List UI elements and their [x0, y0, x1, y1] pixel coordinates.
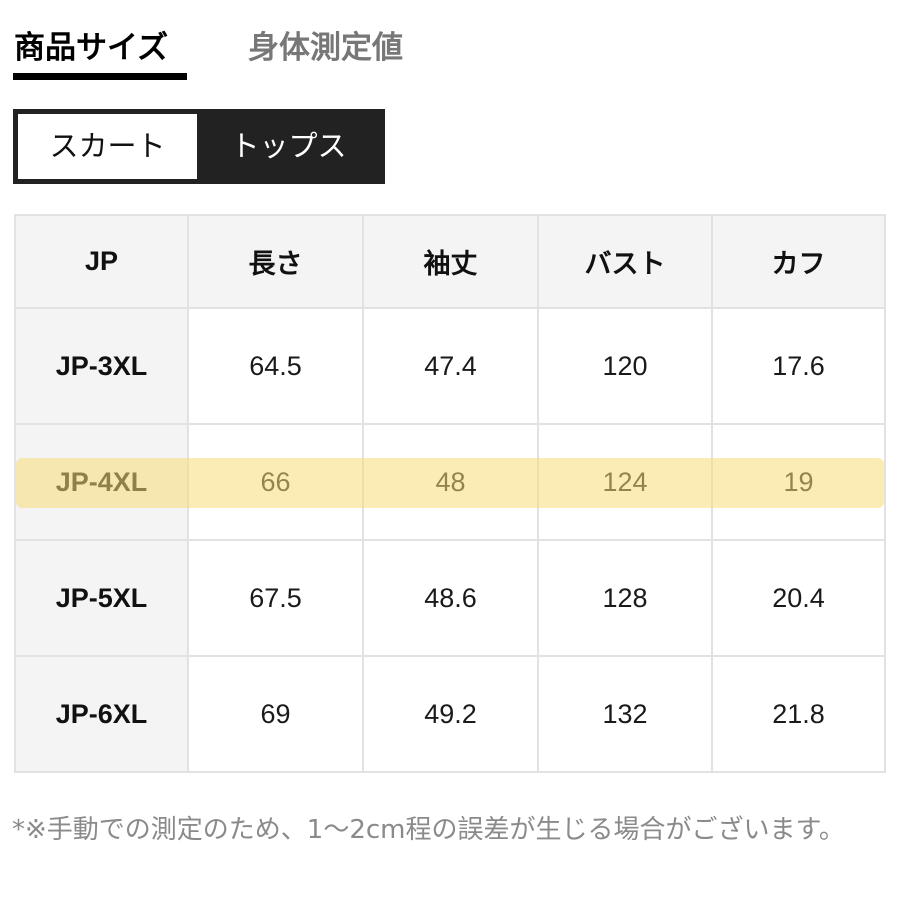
header-cuff: カフ — [711, 214, 886, 309]
category-segmented-control: スカート トップス — [13, 109, 385, 184]
size-label: JP-3XL — [14, 307, 189, 425]
active-tab-underline — [13, 73, 187, 80]
cell-sleeve: 48.6 — [362, 539, 539, 657]
cell-cuff: 20.4 — [711, 539, 886, 657]
cell-length: 69 — [187, 655, 364, 773]
table-row: JP-5XL 67.5 48.6 128 20.4 — [14, 539, 886, 657]
cell-length: 64.5 — [187, 307, 364, 425]
segment-skirt[interactable]: スカート — [18, 114, 197, 179]
header-length: 長さ — [187, 214, 364, 309]
cell-sleeve: 48 — [362, 423, 539, 541]
cell-sleeve: 49.2 — [362, 655, 539, 773]
cell-bust: 132 — [537, 655, 713, 773]
cell-bust: 128 — [537, 539, 713, 657]
cell-length: 67.5 — [187, 539, 364, 657]
size-label: JP-5XL — [14, 539, 189, 657]
header-bust: バスト — [537, 214, 713, 309]
table-header-row: JP 長さ 袖丈 バスト カフ — [14, 214, 886, 309]
cell-bust: 124 — [537, 423, 713, 541]
tab-body-measurements[interactable]: 身体測定値 — [248, 30, 403, 66]
cell-bust: 120 — [537, 307, 713, 425]
segment-tops[interactable]: トップス — [230, 129, 347, 163]
size-table: JP 長さ 袖丈 バスト カフ JP-3XL 64.5 47.4 120 17.… — [14, 214, 886, 773]
cell-cuff: 19 — [711, 423, 886, 541]
header-sleeve: 袖丈 — [362, 214, 539, 309]
table-row: JP-3XL 64.5 47.4 120 17.6 — [14, 307, 886, 425]
header-jp: JP — [14, 214, 189, 309]
table-row: JP-4XL 66 48 124 19 — [14, 423, 886, 541]
cell-cuff: 17.6 — [711, 307, 886, 425]
cell-cuff: 21.8 — [711, 655, 886, 773]
cell-length: 66 — [187, 423, 364, 541]
size-label: JP-4XL — [14, 423, 189, 541]
table-row: JP-6XL 69 49.2 132 21.8 — [14, 655, 886, 773]
cell-sleeve: 47.4 — [362, 307, 539, 425]
size-label: JP-6XL — [14, 655, 189, 773]
measurement-note: *※手動での測定のため、1〜2cm程の誤差が生じる場合がございます。 — [12, 815, 845, 845]
tab-product-size[interactable]: 商品サイズ — [14, 30, 169, 66]
